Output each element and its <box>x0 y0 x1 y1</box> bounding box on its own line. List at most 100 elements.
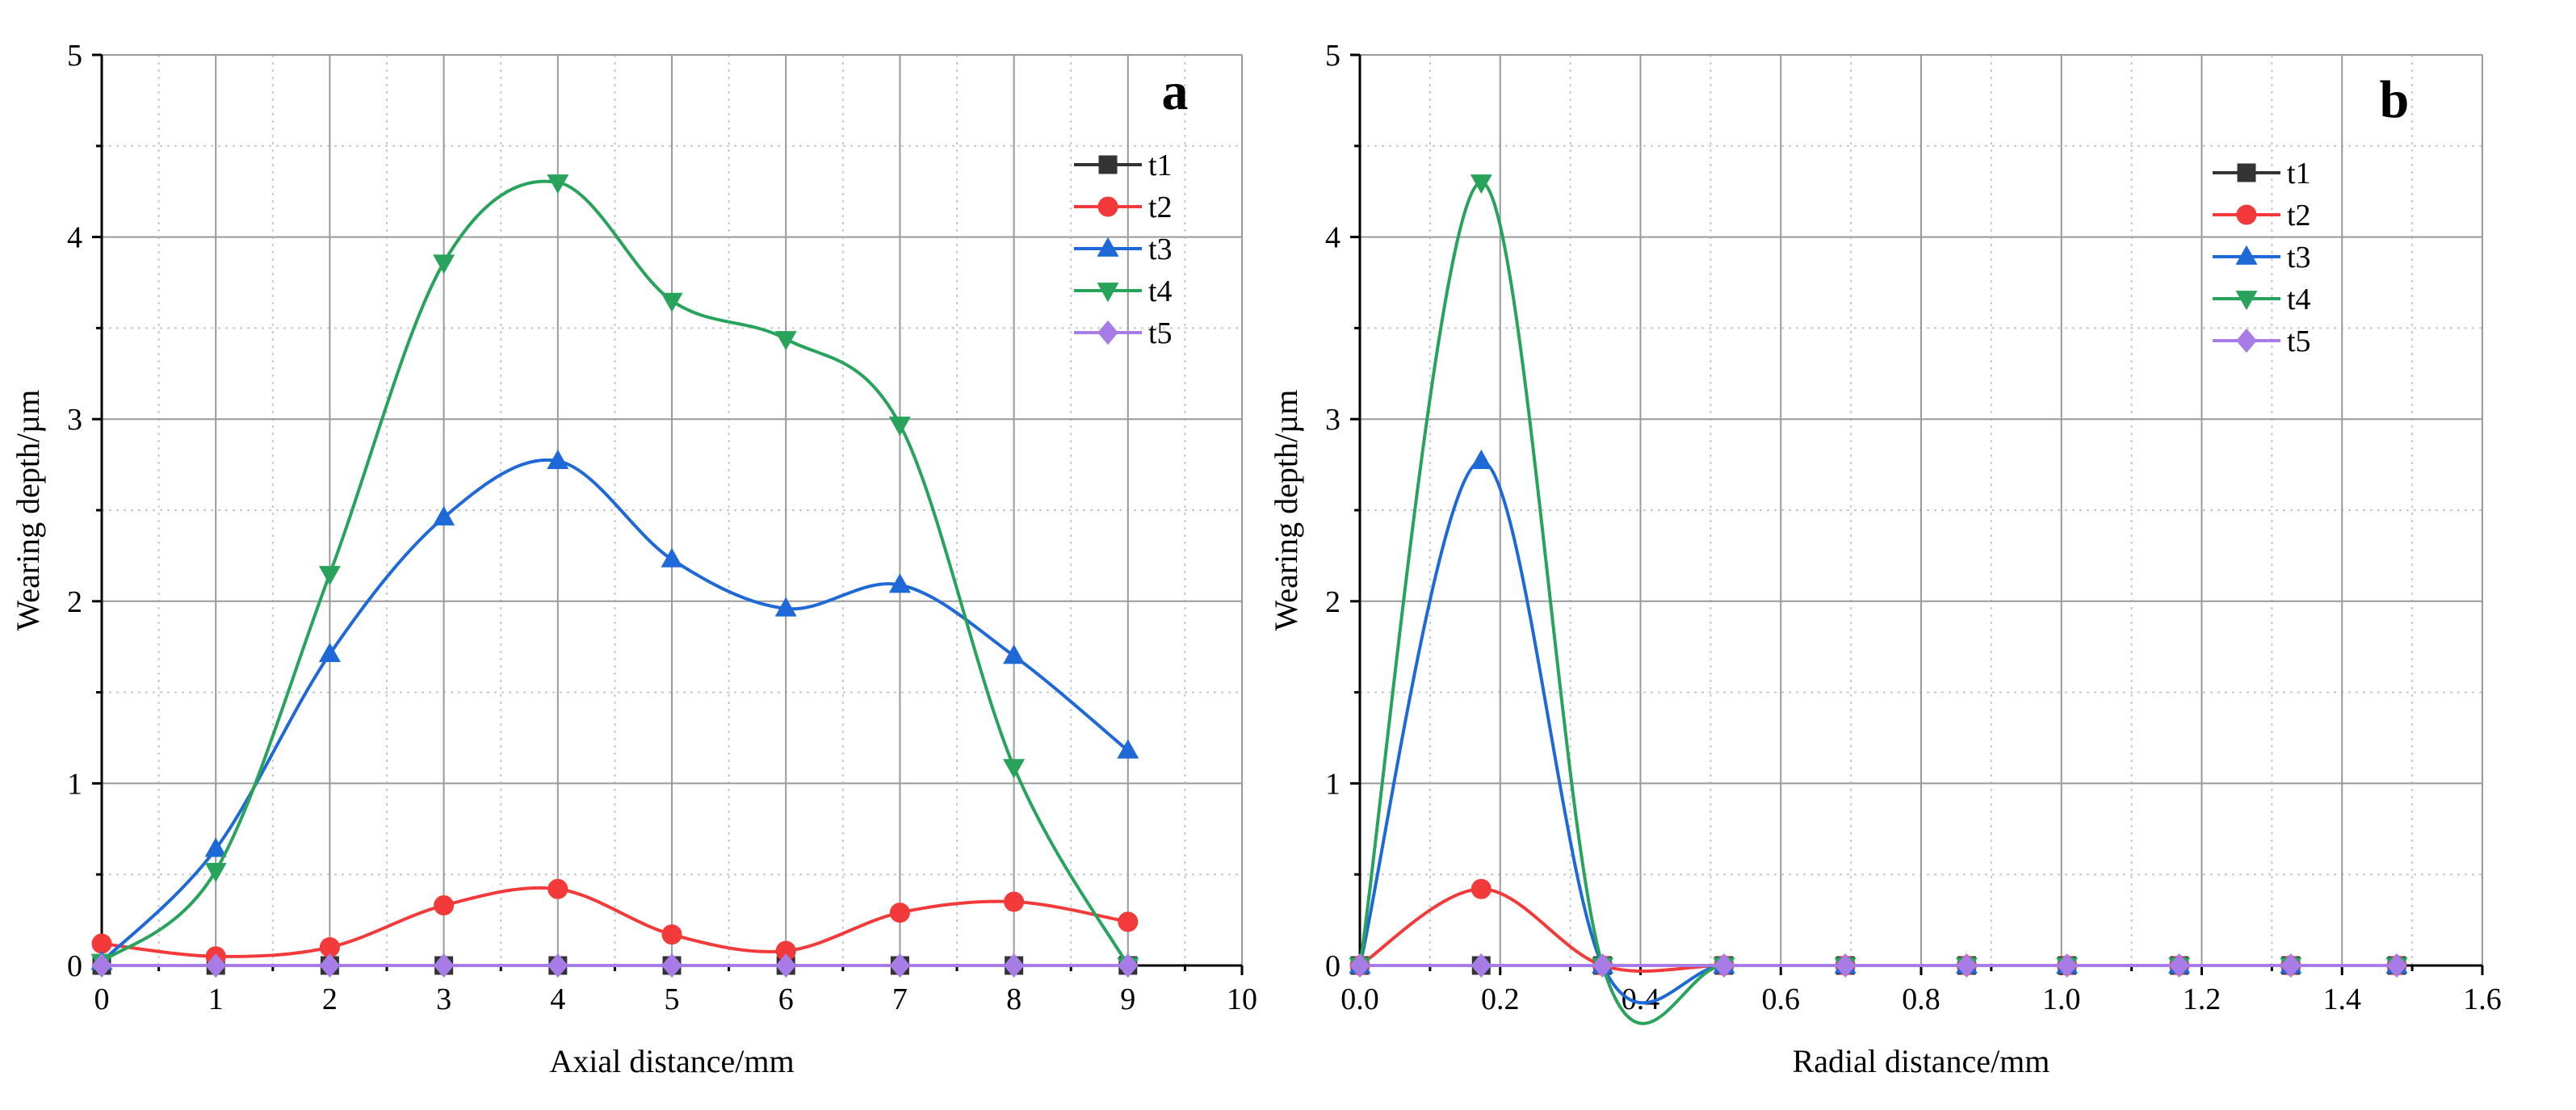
panel-b: 0.0 0.2 0.4 0.6 0.8 1.0 1.2 1.4 1.6012345Radial … <box>1268 39 2502 1079</box>
data-point-t4 <box>888 417 911 437</box>
data-point-t3 <box>547 449 569 469</box>
panel-label: a <box>1162 62 1189 121</box>
data-point-t5 <box>2168 953 2190 978</box>
legend-marker-t4 <box>2235 291 2258 311</box>
legend-marker-t2 <box>1097 196 1118 217</box>
legend-label-t2: t2 <box>2287 199 2311 232</box>
series-line-t4 <box>100 179 1130 966</box>
data-point-t2 <box>434 895 455 916</box>
data-point-t4 <box>433 254 455 274</box>
x-tick-label: 0.6 <box>1762 982 1801 1016</box>
y-axis-title: Wearing depth/µm <box>1268 390 1304 631</box>
data-point-t5 <box>548 953 568 978</box>
data-point-t4 <box>318 566 341 586</box>
series-t5 <box>1349 953 2407 978</box>
data-point-t5 <box>1471 953 1492 978</box>
legend-marker-t3 <box>2235 245 2258 265</box>
data-point-t4 <box>204 862 227 882</box>
data-point-t2 <box>1004 891 1025 912</box>
data-point-t5 <box>1956 953 1978 978</box>
data-point-t4 <box>661 292 683 312</box>
data-point-t5 <box>1349 953 1370 978</box>
series-line-t2 <box>101 886 1129 958</box>
series-line-t4 <box>1358 180 2398 1025</box>
x-tick-label: 7 <box>892 982 908 1016</box>
data-point-t3 <box>1003 644 1026 664</box>
x-tick-label: 4 <box>550 982 565 1016</box>
data-point-t4 <box>547 174 569 195</box>
legend: t1 t2 t3 t4 t5 <box>2213 157 2311 358</box>
x-tick-label: 3 <box>436 982 451 1016</box>
series-line-t2 <box>1358 887 2398 973</box>
series-line-t3 <box>100 458 1130 963</box>
data-point-t4 <box>1470 174 1492 195</box>
legend-label-t2: t2 <box>1148 191 1173 224</box>
legend: t1 t2 t3 t4 t5 <box>1074 149 1173 350</box>
data-point-t5 <box>433 953 455 978</box>
legend-label-t1: t1 <box>2287 157 2311 191</box>
x-tick-label: 0.8 <box>1902 982 1940 1016</box>
data-point-t3 <box>774 597 797 617</box>
x-tick-label: 2 <box>322 982 338 1016</box>
legend-label-t4: t4 <box>2287 283 2311 316</box>
data-point-t3 <box>1117 739 1139 759</box>
data-point-t5 <box>2280 953 2301 978</box>
legend-label-t1: t1 <box>1148 149 1173 182</box>
y-tick-label: 0 <box>67 949 82 983</box>
y-tick-label: 5 <box>67 39 82 73</box>
legend-label-t3: t3 <box>2287 241 2311 274</box>
x-tick-label: 8 <box>1006 982 1022 1016</box>
y-tick-label: 2 <box>67 585 82 619</box>
x-tick-label: 0.2 <box>1481 982 1520 1016</box>
y-tick-label: 3 <box>1325 403 1340 437</box>
data-point-t3 <box>318 643 341 663</box>
data-point-t5 <box>319 953 341 978</box>
legend-marker-t1 <box>2237 163 2256 182</box>
legend-marker-t5 <box>2236 328 2257 354</box>
legend-marker-t5 <box>1097 320 1118 346</box>
y-tick-label: 1 <box>67 767 82 801</box>
y-tick-label: 1 <box>1325 767 1340 801</box>
legend-label-t5: t5 <box>2287 325 2311 358</box>
data-point-t5 <box>1714 953 1735 978</box>
x-tick-label: 0 <box>94 982 110 1016</box>
data-point-t5 <box>1118 953 1139 978</box>
x-tick-label: 1 <box>208 982 224 1016</box>
data-point-t5 <box>1003 953 1025 978</box>
data-point-t5 <box>2056 953 2078 978</box>
data-point-t5 <box>91 953 112 978</box>
series-t3 <box>1349 449 2408 1005</box>
data-point-t3 <box>661 547 683 568</box>
grid <box>1360 54 2483 965</box>
data-point-t5 <box>775 953 796 978</box>
data-point-t2 <box>661 924 682 945</box>
data-point-t5 <box>205 953 226 978</box>
y-tick-label: 4 <box>1325 221 1340 255</box>
x-axis-title: Axial distance/mm <box>549 1043 794 1079</box>
data-point-t3 <box>433 505 455 526</box>
x-tick-label: 9 <box>1120 982 1135 1016</box>
y-tick-label: 0 <box>1325 949 1340 983</box>
series-line-t3 <box>1358 459 2398 1005</box>
legend-label-t5: t5 <box>1148 316 1173 350</box>
x-tick-label: 6 <box>778 982 794 1016</box>
series-t3 <box>90 449 1139 970</box>
series-t5 <box>91 953 1139 978</box>
y-tick-label: 5 <box>1325 39 1340 73</box>
legend-label-t4: t4 <box>1148 274 1173 308</box>
legend-marker-t2 <box>2236 204 2257 225</box>
legend-marker-t3 <box>1097 237 1119 257</box>
data-point-t4 <box>774 331 797 351</box>
panel-a: 0 1 2 3 4 5 6 7 8 9 10 0 1 2 3 4 5 Axial distance/mm Weari… <box>10 39 1257 1079</box>
y-axis-title: Wearing depth/µm <box>10 390 46 631</box>
legend-label-t3: t3 <box>1148 232 1173 266</box>
legend-marker-t4 <box>1097 283 1119 303</box>
data-point-t2 <box>889 903 910 924</box>
data-point-t3 <box>1470 449 1492 469</box>
series-t2 <box>1349 878 2407 976</box>
data-point-t2 <box>1118 911 1139 932</box>
x-axis-title: Radial distance/mm <box>1793 1043 2050 1079</box>
y-tick-label: 3 <box>67 403 82 437</box>
legend-marker-t1 <box>1098 155 1118 174</box>
